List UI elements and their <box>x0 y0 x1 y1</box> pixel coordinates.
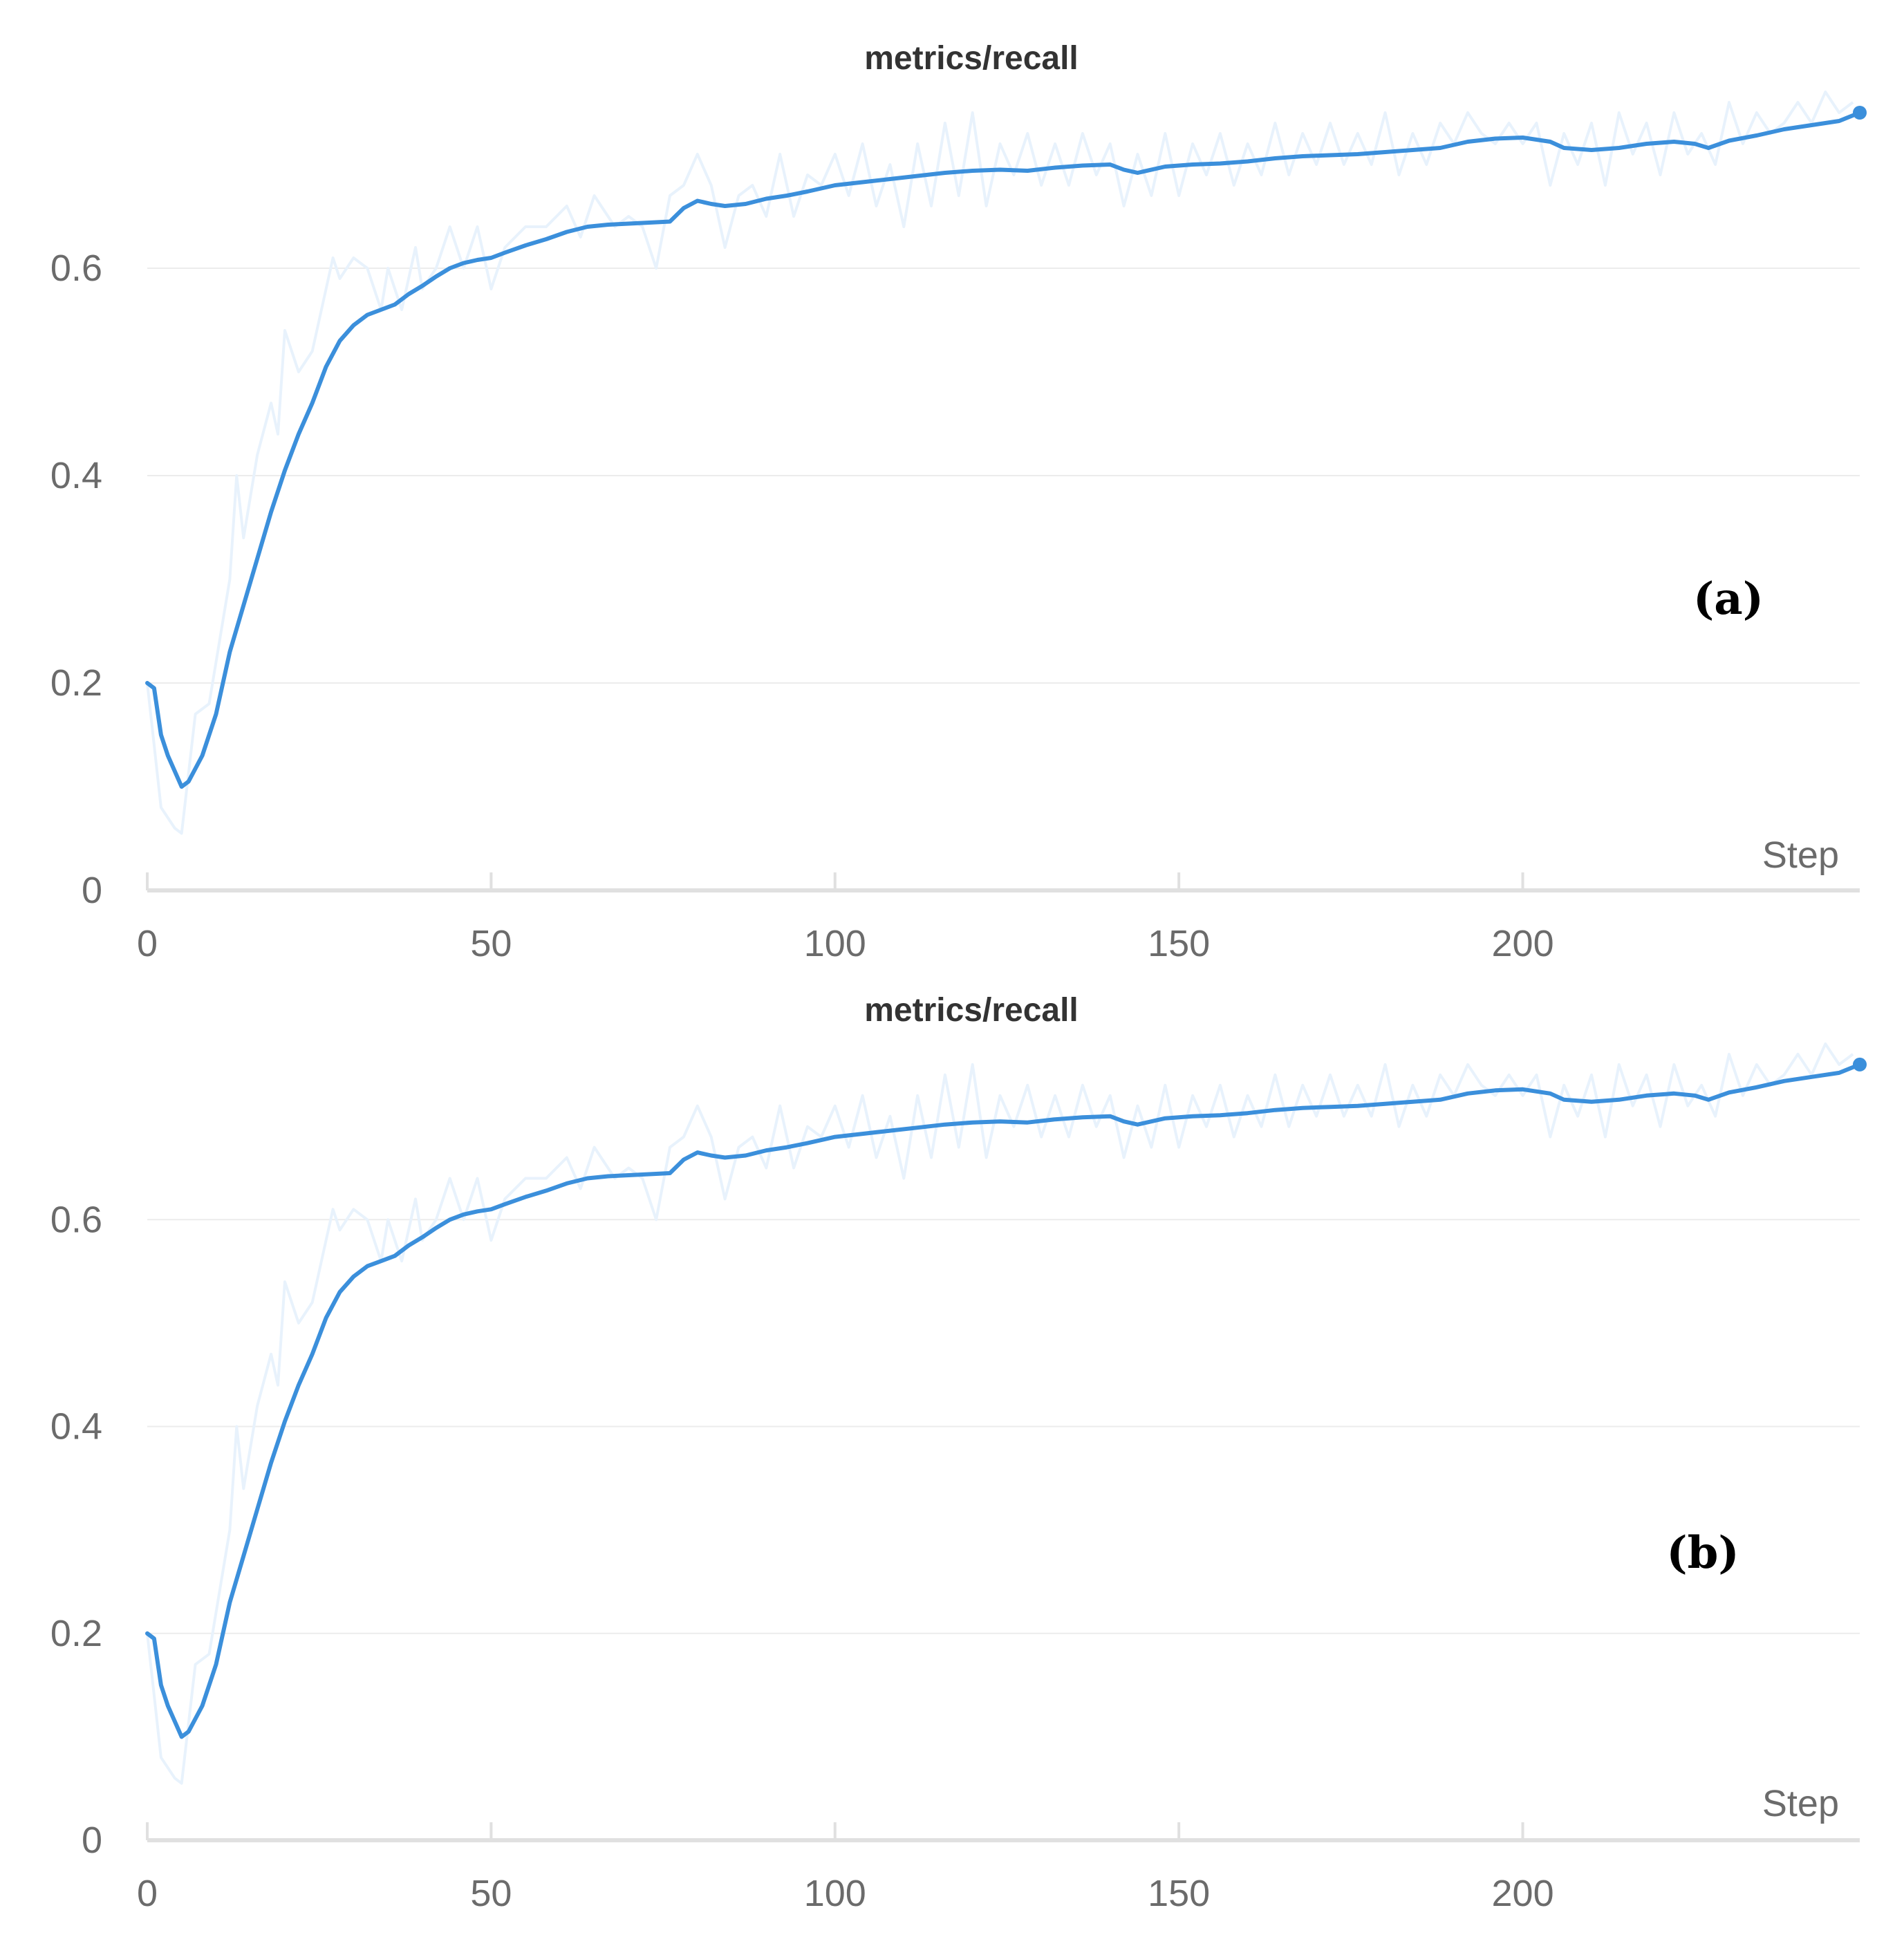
x-axis-label: Step <box>1762 1783 1839 1824</box>
series-endpoint-marker <box>1853 1057 1867 1072</box>
x-tick-label: 150 <box>1148 1873 1210 1914</box>
x-tick-label: 50 <box>470 923 512 964</box>
smoothed-series-line <box>145 111 1862 789</box>
x-tick-label: 200 <box>1492 1873 1554 1914</box>
x-axis: 0 50 100 150 200 <box>137 872 1860 964</box>
chart-panel-b: metrics/recall 0 50 100 150 200 0 0.2 0.4 0.6 S… <box>50 992 1867 1914</box>
y-tick-label: 0 <box>82 1820 102 1861</box>
panel-label: (b) <box>1666 1527 1739 1579</box>
y-axis: 0 0.2 0.4 0.6 <box>50 1199 102 1861</box>
y-tick-label: 0.6 <box>50 247 102 289</box>
gridlines <box>147 268 1860 684</box>
smoothed-series-line <box>145 1062 1862 1739</box>
raw-series-line <box>146 91 1854 835</box>
y-tick-label: 0 <box>82 870 102 911</box>
x-tick-label: 200 <box>1492 923 1554 964</box>
chart-title: metrics/recall <box>864 40 1079 77</box>
y-axis: 0 0.2 0.4 0.6 <box>50 247 102 911</box>
chart-title: metrics/recall <box>864 992 1079 1029</box>
series-lines <box>145 91 1867 835</box>
x-tick-label: 100 <box>804 923 866 964</box>
gridlines <box>147 1219 1860 1634</box>
x-tick-label: 0 <box>137 1873 158 1914</box>
x-axis-label: Step <box>1762 834 1839 876</box>
x-tick-label: 150 <box>1148 923 1210 964</box>
y-tick-label: 0.6 <box>50 1199 102 1240</box>
x-axis: 0 50 100 150 200 <box>137 1822 1860 1914</box>
raw-series-line <box>146 1042 1854 1785</box>
series-endpoint-marker <box>1853 106 1867 120</box>
y-tick-label: 0.4 <box>50 1406 102 1448</box>
series-lines <box>145 1042 1867 1785</box>
x-tick-label: 0 <box>137 923 158 964</box>
chart-panel-a: metrics/recall 0 50 100 150 200 0 0.2 0.4 0.6 S… <box>50 40 1867 964</box>
y-tick-label: 0.2 <box>50 662 102 704</box>
y-tick-label: 0.2 <box>50 1613 102 1654</box>
x-tick-label: 100 <box>804 1873 866 1914</box>
y-tick-label: 0.4 <box>50 455 102 496</box>
x-tick-label: 50 <box>470 1873 512 1914</box>
panel-label: (a) <box>1693 573 1764 625</box>
